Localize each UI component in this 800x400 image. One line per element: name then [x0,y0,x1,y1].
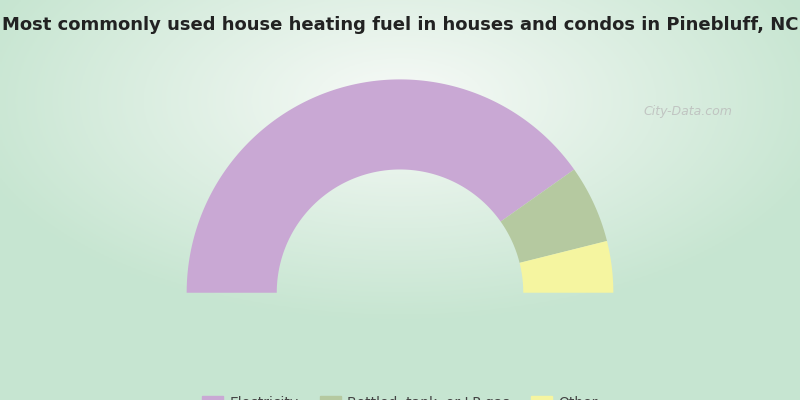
Text: City-Data.com: City-Data.com [643,106,733,118]
Polygon shape [186,80,574,293]
Polygon shape [501,170,607,263]
Text: Most commonly used house heating fuel in houses and condos in Pinebluff, NC: Most commonly used house heating fuel in… [2,16,798,34]
Legend: Electricity, Bottled, tank, or LP gas, Other: Electricity, Bottled, tank, or LP gas, O… [196,390,604,400]
Polygon shape [519,241,614,293]
